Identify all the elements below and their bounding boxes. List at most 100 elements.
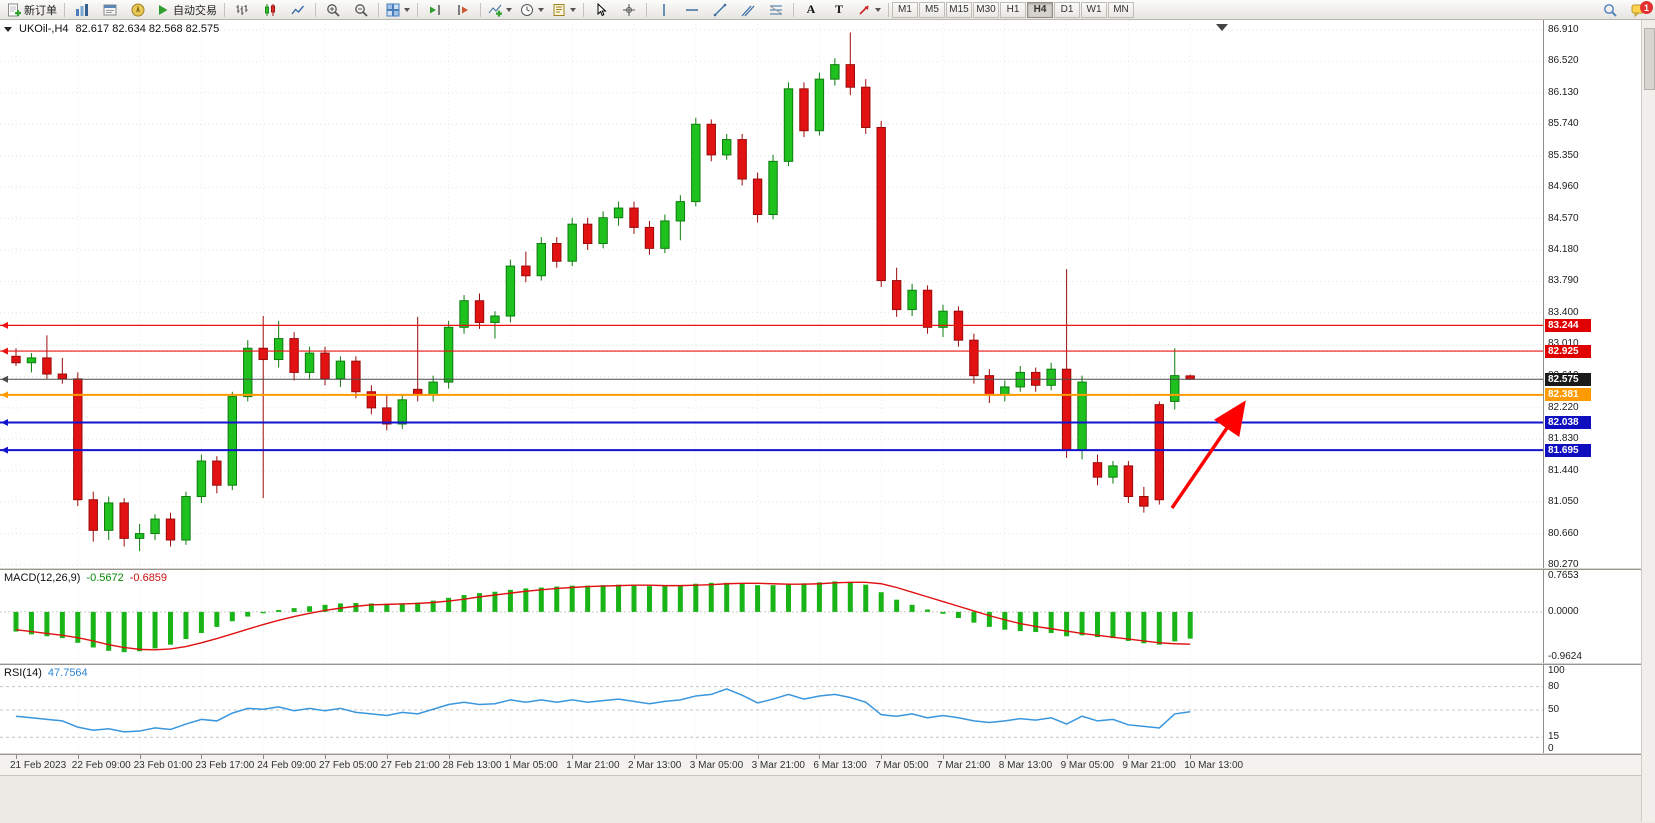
candlestick-chart-button[interactable]: [256, 0, 284, 19]
level-left-marker: [1, 419, 8, 427]
macd-histogram-bar: [1156, 611, 1162, 645]
macd-histogram-bar: [106, 611, 112, 651]
price-axis-label: 85.350: [1548, 149, 1579, 161]
candle-up: [505, 265, 516, 317]
templates-caret[interactable]: [570, 7, 576, 12]
candle-up: [335, 360, 346, 380]
scrollbar-thumb[interactable]: [1644, 28, 1655, 90]
zoom-in-button[interactable]: [319, 0, 347, 19]
price-chart-pane[interactable]: UKOil-,H4 82.617 82.634 82.568 82.575: [0, 20, 1543, 568]
trend-arrow-annotation[interactable]: [1170, 400, 1246, 509]
rsi-panel[interactable]: RSI(14) 47.7564: [0, 665, 1543, 753]
timeframe-mn-button[interactable]: MN: [1108, 1, 1134, 18]
price-badge: 82.038: [1545, 416, 1591, 430]
one-click-trading-arrow[interactable]: [4, 26, 12, 32]
trendline-button[interactable]: [706, 0, 734, 19]
toolbar-separator: [583, 2, 584, 17]
tile-windows-caret[interactable]: [404, 7, 410, 12]
level-left-marker: [1, 321, 8, 329]
macd-histogram-bar: [863, 584, 869, 612]
macd-label-row: MACD(12,26,9) -0.5672 -0.6859: [4, 572, 167, 584]
timeframe-h4-button[interactable]: H4: [1027, 1, 1053, 18]
arrow-tool-button[interactable]: [853, 0, 885, 19]
price-axis-label: 82.220: [1548, 401, 1579, 413]
rsi-chart[interactable]: [0, 665, 1543, 753]
macd-histogram-bar: [847, 581, 853, 612]
terminal-button[interactable]: [96, 0, 124, 19]
candle-up: [134, 533, 145, 539]
price-axis[interactable]: 86.910 86.520 86.130 85.740 85.350 84.960 84.5…: [1543, 20, 1640, 755]
fibonacci-button[interactable]: [762, 0, 790, 19]
time-axis-label: 2 Mar 13:00: [628, 760, 682, 771]
price-badge: 83.244: [1545, 318, 1591, 332]
chart-shift-button[interactable]: [449, 0, 477, 19]
timeframe-d1-button[interactable]: D1: [1054, 1, 1080, 18]
timeframe-m15-button[interactable]: M15: [946, 1, 972, 18]
vertical-scrollbar[interactable]: [1641, 20, 1655, 822]
time-axis-tick: [510, 755, 512, 759]
bar-chart-icon: [236, 4, 248, 15]
price-axis-label: 80.270: [1548, 558, 1579, 570]
time-axis[interactable]: 21 Feb 2023 22 Feb 09:00 23 Feb 01:00 23 Fe…: [0, 755, 1641, 775]
toolbar-separator: [315, 2, 316, 17]
cursor-button[interactable]: [587, 0, 615, 19]
auto-scroll-button[interactable]: [421, 0, 449, 19]
chart-shift-marker[interactable]: [1216, 24, 1228, 31]
macd-panel[interactable]: MACD(12,26,9) -0.5672 -0.6859: [0, 570, 1543, 663]
templates-button[interactable]: [548, 0, 580, 19]
candlestick-chart[interactable]: [0, 20, 1543, 568]
candle-down: [119, 502, 129, 539]
candle-down: [984, 375, 995, 396]
crosshair-button[interactable]: [615, 0, 643, 19]
market-watch-button[interactable]: [68, 0, 96, 19]
indicators-button[interactable]: [484, 0, 516, 19]
candlestick-chart-icon: [265, 3, 275, 16]
macd-histogram-bar: [569, 585, 575, 612]
panel-separator[interactable]: [0, 753, 1641, 755]
label-tool-button[interactable]: T: [825, 0, 853, 19]
zoom-in-icon: [327, 3, 340, 17]
candle-up: [536, 243, 546, 277]
zoom-out-button[interactable]: [347, 0, 375, 19]
toolbar: 新订单 自动交易 A T M1 M5 M15 M30 H1 H4 D1 W1 MN: [0, 0, 1655, 20]
tile-windows-button[interactable]: [382, 0, 414, 19]
price-axis-label: 84.180: [1548, 243, 1579, 255]
panel-separator[interactable]: [0, 663, 1641, 665]
line-chart-button[interactable]: [284, 0, 312, 19]
time-axis-label: 27 Feb 21:00: [380, 760, 440, 771]
macd-histogram-bar: [925, 609, 931, 612]
candle-down: [73, 378, 83, 501]
notification-badge[interactable]: 1: [1640, 1, 1653, 14]
time-axis-label: 10 Mar 13:00: [1184, 760, 1244, 771]
text-tool-button[interactable]: A: [797, 0, 825, 19]
macd-histogram-bar: [724, 582, 730, 612]
timeframe-m1-button[interactable]: M1: [892, 1, 918, 18]
crosshair-icon: [623, 3, 635, 16]
macd-chart[interactable]: [0, 570, 1543, 663]
panel-separator[interactable]: [0, 568, 1641, 570]
channel-button[interactable]: [734, 0, 762, 19]
time-axis-label: 8 Mar 13:00: [998, 760, 1053, 771]
timeframe-m30-button[interactable]: M30: [973, 1, 999, 18]
search-icon: [1604, 3, 1617, 17]
time-axis-label: 1 Mar 05:00: [504, 760, 558, 771]
bar-chart-button[interactable]: [228, 0, 256, 19]
macd-histogram-bar: [1125, 611, 1131, 641]
new-order-button[interactable]: 新订单: [3, 0, 61, 19]
arrow-tool-caret[interactable]: [875, 7, 881, 12]
auto-trading-button[interactable]: 自动交易: [152, 0, 221, 19]
timeframe-m5-button[interactable]: M5: [919, 1, 945, 18]
horizontal-line-button[interactable]: [678, 0, 706, 19]
navigator-button[interactable]: [124, 0, 152, 19]
search-button[interactable]: [1596, 0, 1624, 19]
vertical-line-button[interactable]: [650, 0, 678, 19]
timeframe-w1-button[interactable]: W1: [1081, 1, 1107, 18]
time-axis-label: 6 Mar 13:00: [813, 760, 867, 771]
periods-caret[interactable]: [538, 7, 544, 12]
candle-up: [907, 289, 917, 311]
periods-button[interactable]: [516, 0, 548, 19]
candle-down: [88, 499, 98, 531]
indicators-caret[interactable]: [506, 7, 512, 12]
candle-down: [1123, 465, 1134, 498]
timeframe-h1-button[interactable]: H1: [1000, 1, 1026, 18]
